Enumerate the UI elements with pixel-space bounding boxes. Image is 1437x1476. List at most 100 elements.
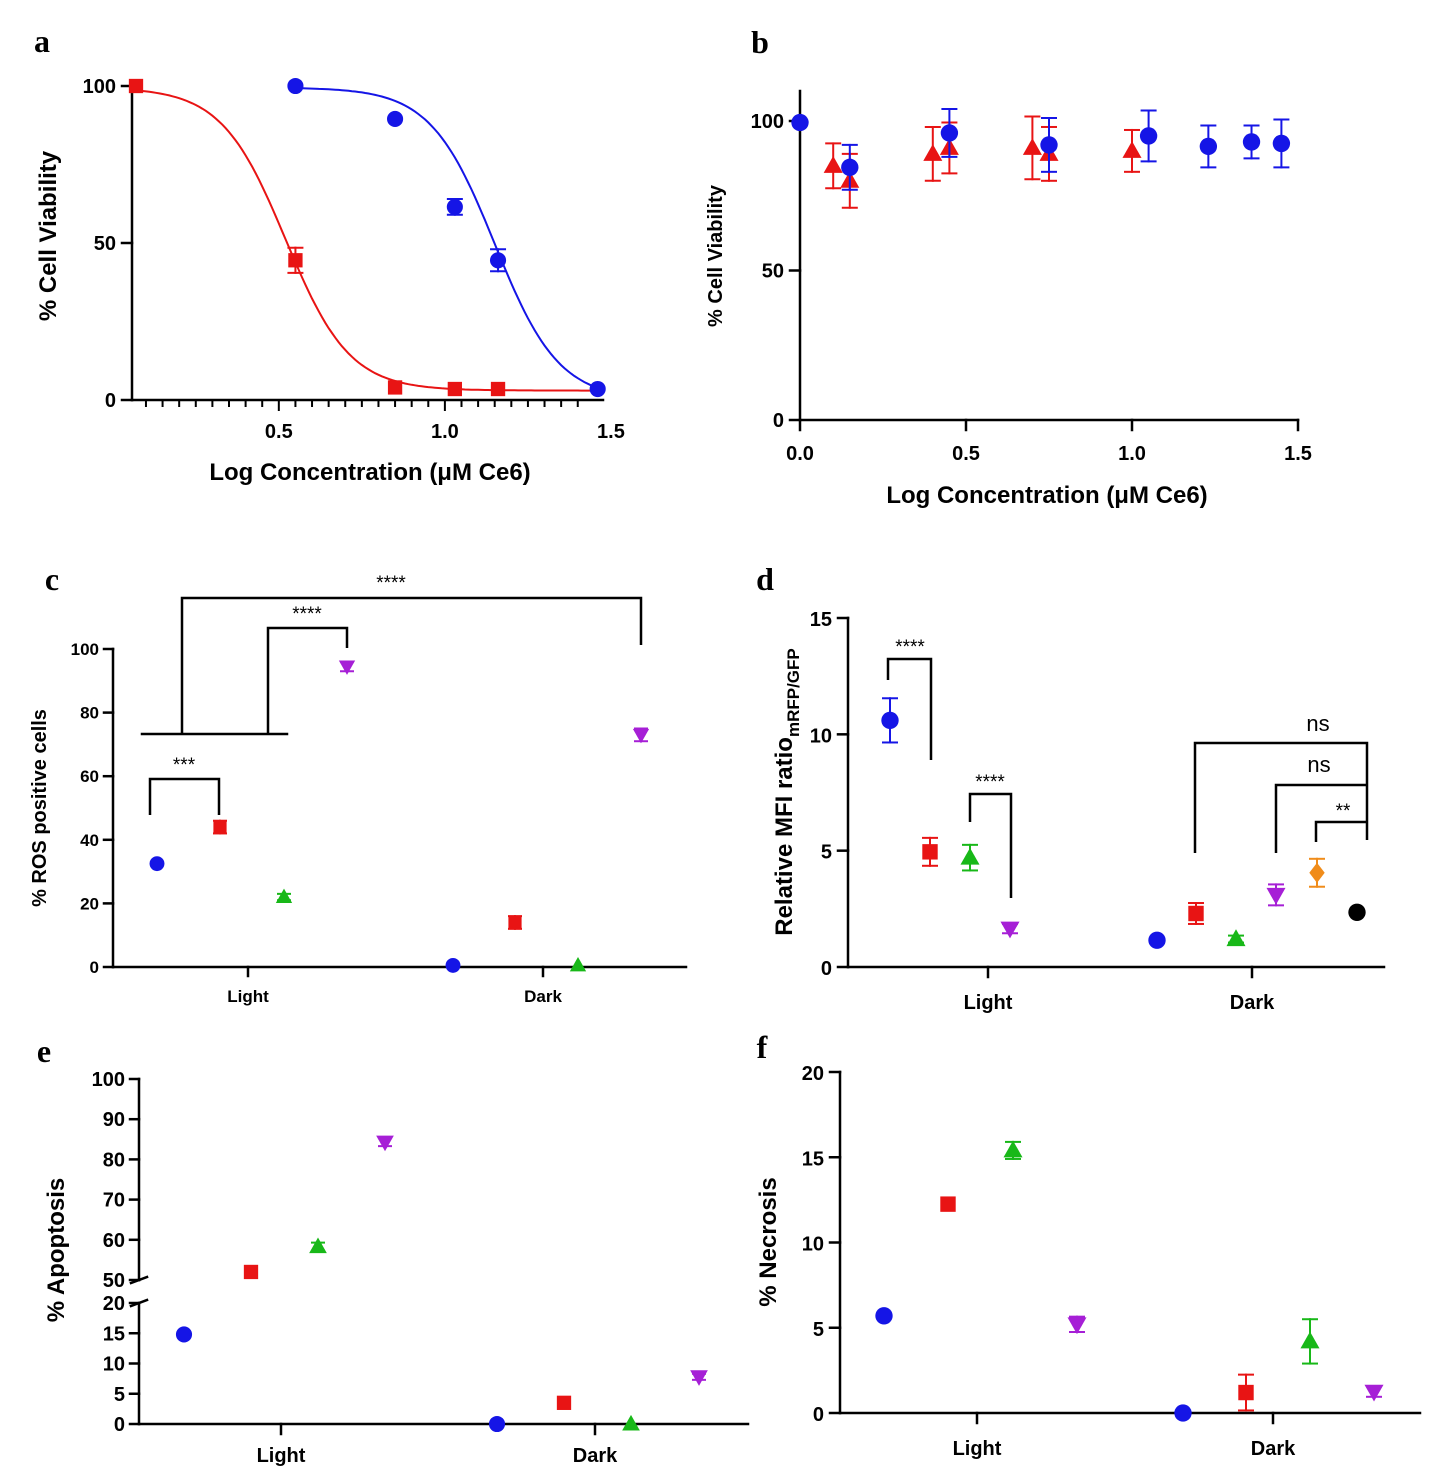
y-axis-title-a: % Cell Viability — [35, 150, 62, 321]
y-tick-label-c: 0 — [90, 958, 99, 977]
panel-label-e: e — [37, 1033, 51, 1069]
point-d-purple — [1000, 921, 1020, 939]
x-category-label-c: Dark — [524, 987, 562, 1006]
y-axis-title-d: Relative MFI ratiomRFP/GFP — [771, 648, 803, 936]
point-b-blue — [1199, 137, 1218, 156]
y-tick-label-c: 20 — [80, 894, 99, 913]
point-b-blue — [841, 158, 859, 177]
x-tick-label-b: 1.5 — [1284, 443, 1312, 465]
x-tick-label-a: 1.5 — [597, 421, 625, 443]
y-tick-label-e: 20 — [103, 1293, 125, 1315]
x-category-label-d: Dark — [1230, 992, 1275, 1014]
panel-label-b: b — [751, 24, 769, 60]
point-d-orange — [1309, 862, 1325, 883]
y-tick-label-e: 0 — [114, 1414, 125, 1436]
significance-label-c-2: **** — [292, 604, 322, 625]
y-tick-label-d: 15 — [810, 609, 832, 631]
point-a-red — [490, 381, 506, 397]
y-tick-label-f: 10 — [802, 1234, 824, 1256]
y-tick-label-c: 100 — [71, 640, 99, 659]
y-tick-label-e: 15 — [103, 1323, 125, 1345]
point-f-red — [1238, 1384, 1254, 1401]
point-c-blue — [149, 856, 165, 872]
x-tick-label-a: 0.5 — [265, 421, 293, 443]
point-e-red — [556, 1395, 572, 1410]
significance-label-c-1: *** — [173, 755, 196, 776]
point-b-blue — [1242, 133, 1261, 151]
panel-b: b 0 50 100 0.0 0.5 1.0 1.5 Log Concentration (μM… — [705, 24, 1312, 509]
point-d-green — [1226, 929, 1246, 947]
y-tick-label-e: 60 — [103, 1230, 125, 1252]
y-tick-label-c: 40 — [80, 831, 99, 850]
significance-label-c-3: **** — [376, 573, 406, 594]
y-tick-label-c: 60 — [80, 767, 99, 786]
y-tick-label-a: 100 — [83, 76, 116, 98]
panel-label-d: d — [756, 561, 774, 597]
x-tick-label-a: 1.0 — [431, 421, 459, 443]
panel-label-a: a — [34, 23, 50, 59]
point-a-red — [128, 78, 144, 94]
point-b-blue — [1040, 136, 1058, 154]
point-b-blue — [940, 124, 959, 142]
point-f-blue — [875, 1307, 893, 1325]
point-f-green — [1300, 1331, 1320, 1349]
x-tick-label-b: 1.0 — [1118, 443, 1146, 465]
panel-label-f: f — [757, 1029, 768, 1065]
point-f-green — [1003, 1140, 1023, 1158]
y-tick-label-f: 15 — [802, 1148, 824, 1170]
point-c-green — [275, 888, 293, 904]
significance-label-d-2: **** — [975, 772, 1005, 793]
point-b-red — [923, 144, 943, 161]
y-axis-title-c: % ROS positive cells — [29, 709, 51, 907]
x-category-label-f: Light — [953, 1438, 1002, 1460]
y-tick-label-e: 90 — [103, 1109, 125, 1131]
y-axis-title-d-subscript: mRFP/GFP — [784, 648, 803, 737]
x-axis-title-a: Log Concentration (μM Ce6) — [209, 459, 530, 486]
point-d-red — [1188, 905, 1204, 922]
y-tick-label-e: 80 — [103, 1149, 125, 1171]
significance-label-d-1: **** — [895, 637, 925, 658]
panel-c: c 0 20 40 60 80 100 Light Dark % ROS positive cel… — [29, 561, 688, 1006]
bracket-c-3 — [180, 596, 643, 734]
point-a-red — [288, 253, 303, 268]
y-tick-label-b: 50 — [762, 261, 784, 283]
bracket-d-4 — [1274, 783, 1367, 853]
x-category-label-c: Light — [227, 987, 269, 1006]
fit-curve-red — [135, 89, 598, 392]
y-tick-label-d: 10 — [810, 725, 832, 747]
bracket-d-2 — [968, 792, 1013, 898]
point-e-purple — [376, 1135, 394, 1152]
point-a-blue — [446, 198, 463, 215]
panel-a: a 0 50 100 0.5 1.0 1.5 Log Concentration (μM Ce… — [34, 23, 625, 486]
y-tick-label-d: 5 — [821, 842, 832, 864]
y-tick-label-e: 5 — [114, 1384, 125, 1406]
bracket-c-1 — [148, 777, 221, 815]
y-tick-label-e: 10 — [103, 1354, 125, 1376]
x-category-label-e: Light — [257, 1445, 306, 1467]
point-d-purple — [1266, 887, 1286, 905]
point-f-blue — [1174, 1404, 1192, 1422]
y-tick-label-a: 50 — [94, 233, 116, 255]
x-axis-title-b: Log Concentration (μM Ce6) — [886, 482, 1207, 509]
y-tick-label-f: 0 — [813, 1404, 824, 1426]
panel-d: d 0 5 10 15 Light Dark Relative MFI ratiomRFP/G… — [756, 561, 1386, 1014]
y-tick-label-b: 100 — [751, 111, 784, 133]
point-d-black — [1348, 903, 1366, 922]
point-f-purple — [1067, 1317, 1087, 1335]
y-tick-label-e: 70 — [103, 1190, 125, 1212]
point-e-green — [622, 1414, 640, 1431]
point-b-blue — [1272, 134, 1291, 153]
bracket-d-3 — [1193, 741, 1369, 853]
y-tick-label-f: 20 — [802, 1063, 824, 1085]
y-tick-label-d: 0 — [821, 958, 832, 980]
x-category-label-d: Light — [964, 992, 1013, 1014]
point-a-blue — [287, 77, 304, 95]
point-e-green — [309, 1237, 327, 1254]
bracket-c-2 — [266, 626, 349, 734]
point-b-blue — [791, 113, 809, 132]
point-f-red — [940, 1196, 956, 1212]
panel-f: f 0 5 10 15 20 Light Dark % Necrosis — [755, 1029, 1422, 1460]
point-e-red — [243, 1264, 259, 1280]
point-c-red — [213, 820, 227, 834]
